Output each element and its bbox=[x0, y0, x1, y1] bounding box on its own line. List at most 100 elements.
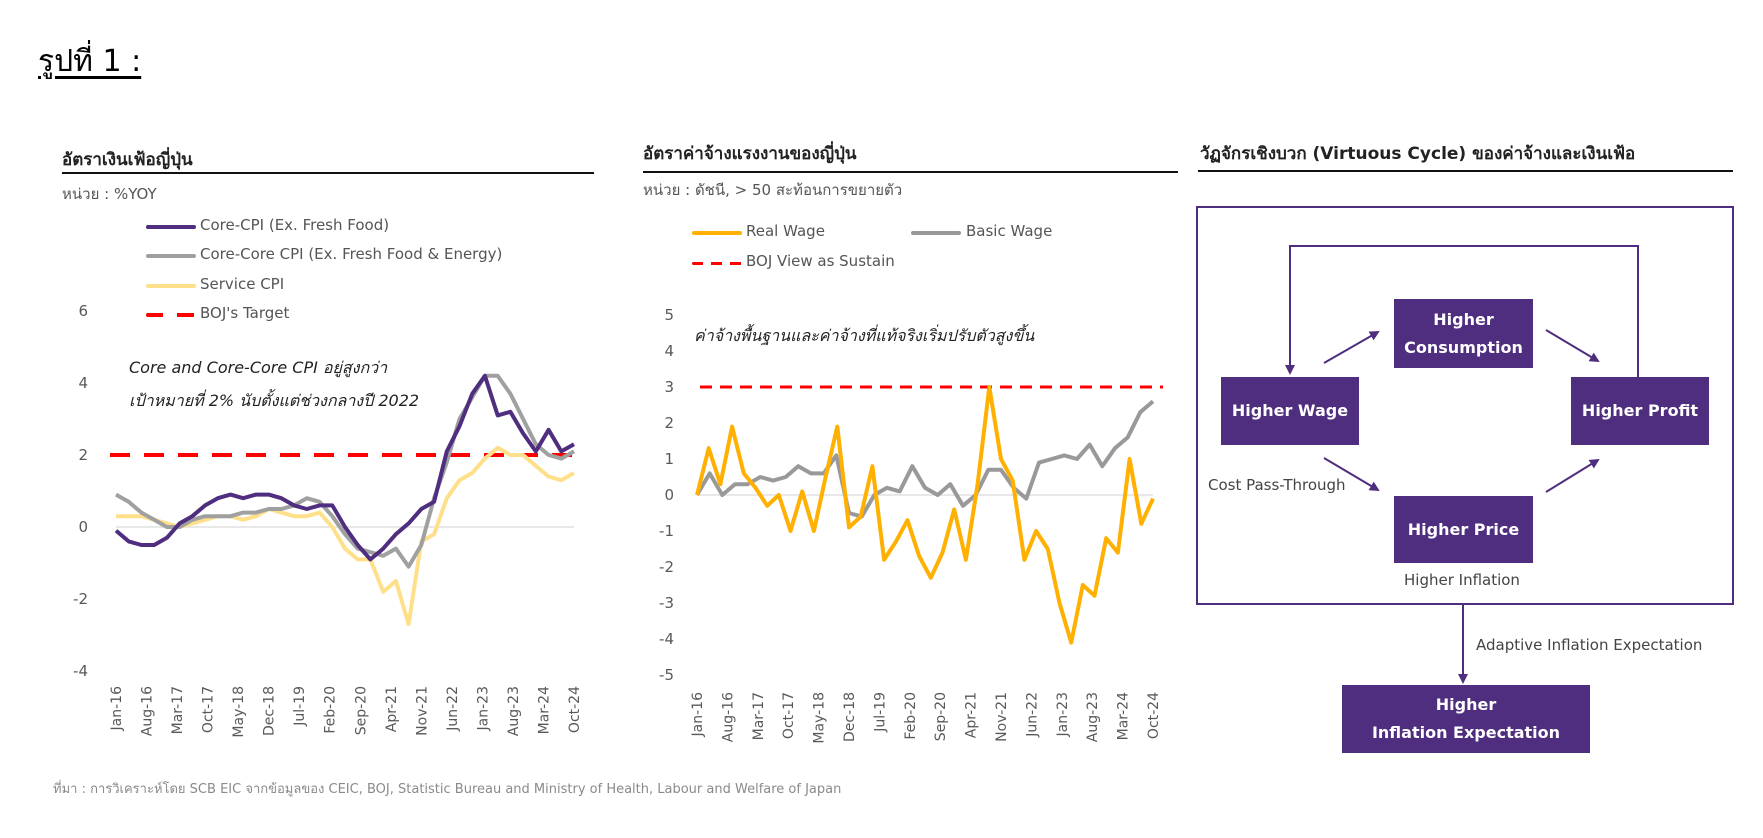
source-footer: ที่มา : การวิเคราะห์โดย SCB EIC จากข้อมู… bbox=[53, 782, 842, 797]
node-label: Consumption bbox=[1404, 337, 1523, 357]
x-tick-label: May-18 bbox=[812, 692, 828, 744]
node-label: Higher bbox=[1435, 695, 1497, 714]
x-tick-label: Nov-21 bbox=[414, 686, 430, 736]
wage-chart: -5 -4 -3 -2 -1 0 1 2 3 4 5 Jan-16 Aug-16 Mar-17 Oct-17… bbox=[659, 306, 1163, 744]
x-tick-label: May-18 bbox=[231, 686, 247, 738]
node-label: Higher bbox=[1433, 309, 1494, 329]
title-rule bbox=[1198, 170, 1733, 172]
title-rule bbox=[62, 172, 594, 174]
y-tick-label: 0 bbox=[664, 486, 674, 504]
y-tick-label: 6 bbox=[78, 302, 88, 320]
x-tick-label: Jul-19 bbox=[872, 692, 888, 733]
figure-title: รูปที่ 1 : bbox=[38, 44, 142, 79]
diagram-frame bbox=[1196, 206, 1734, 605]
series-core-cpi-ex-fresh-food- bbox=[114, 373, 575, 562]
inflation-chart-title: อัตราเงินเฟ้อญี่ปุ่น bbox=[62, 150, 193, 170]
x-tick-label: Jan-16 bbox=[690, 692, 706, 738]
loop-arrow-profit-to-wage bbox=[1285, 245, 1639, 377]
legend-swatch-core-cpi bbox=[146, 225, 196, 229]
legend-swatch-boj-target bbox=[146, 313, 196, 317]
inflation-chart: -4 -2 0 2 4 6 Jan-16 Aug-16 Mar-17 Oct-17 May-18 De… bbox=[73, 302, 584, 738]
wage-unit: หน่วย : ดัชนี, > 50 สะท้อนการขยายตัว bbox=[643, 181, 903, 199]
arrow-wage-to-price bbox=[1323, 457, 1380, 492]
node-higher-price: Higher Price bbox=[1394, 496, 1533, 563]
legend-swatch-core-core-cpi bbox=[146, 254, 196, 258]
legend-swatch-basic-wage bbox=[911, 231, 961, 235]
x-tick-label: Jan-23 bbox=[1055, 692, 1071, 737]
legend-core-cpi: Core-CPI (Ex. Fresh Food) bbox=[200, 216, 390, 234]
x-tick-label: Dec-18 bbox=[262, 686, 278, 736]
x-tick-label: Aug-16 bbox=[720, 692, 736, 742]
x-tick-label: Aug-23 bbox=[1085, 692, 1101, 742]
inflation-unit: หน่วย : %YOY bbox=[62, 185, 157, 203]
node-higher-profit: Higher Profit bbox=[1571, 377, 1709, 445]
legend-boj-target: BOJ's Target bbox=[200, 304, 290, 322]
legend-core-core-cpi: Core-Core CPI (Ex. Fresh Food & Energy) bbox=[200, 245, 503, 263]
x-tick-label: Jun-22 bbox=[445, 686, 461, 732]
y-tick-label: 2 bbox=[664, 414, 674, 432]
x-tick-label: Feb-20 bbox=[903, 692, 919, 740]
x-tick-label: Aug-23 bbox=[506, 686, 522, 736]
x-tick-label: Sep-20 bbox=[353, 686, 369, 735]
diagram-title: วัฏจักรเชิงบวก (Virtuous Cycle) ของค่าจ้… bbox=[1200, 144, 1636, 164]
legend-real-wage: Real Wage bbox=[746, 222, 825, 240]
x-tick-label: Apr-21 bbox=[964, 692, 980, 738]
y-tick-label: 3 bbox=[664, 378, 674, 396]
y-tick-label: 4 bbox=[664, 342, 674, 360]
wage-chart-title: อัตราค่าจ้างแรงงานของญี่ปุ่น bbox=[643, 144, 857, 164]
x-tick-label: Oct-24 bbox=[1146, 692, 1162, 739]
x-tick-label: Jul-19 bbox=[292, 686, 308, 727]
y-tick-label: -3 bbox=[659, 594, 674, 612]
y-tick-label: 5 bbox=[664, 306, 674, 324]
legend-swatch-real-wage bbox=[692, 231, 742, 235]
arrow-consumption-to-profit bbox=[1545, 329, 1600, 363]
x-tick-label: Jan-23 bbox=[475, 686, 491, 731]
wage-annotation: ค่าจ้างพื้นฐานและค่าจ้างที่แท้จริงเริ่มป… bbox=[694, 326, 1035, 345]
x-tick-label: Feb-20 bbox=[323, 686, 339, 734]
legend-swatch-boj-view bbox=[692, 262, 742, 265]
legend-boj-view: BOJ View as Sustain bbox=[746, 252, 895, 270]
x-tick-label: Mar-24 bbox=[536, 686, 552, 734]
arrow-wage-to-consumption bbox=[1323, 331, 1380, 364]
x-tick-label: Mar-17 bbox=[751, 692, 767, 740]
y-tick-label: -5 bbox=[659, 666, 674, 684]
series-real-wage bbox=[695, 385, 1155, 645]
node-label: Higher Price bbox=[1407, 519, 1520, 539]
x-tick-label: Jan-16 bbox=[109, 686, 125, 732]
series-service-cpi bbox=[116, 445, 575, 627]
label-cost-pass-through: Cost Pass-Through bbox=[1208, 476, 1346, 494]
y-tick-label: -1 bbox=[659, 522, 674, 540]
legend-basic-wage: Basic Wage bbox=[966, 222, 1053, 240]
y-tick-label: 1 bbox=[664, 450, 674, 468]
x-tick-label: Dec-18 bbox=[842, 692, 858, 742]
legend-service-cpi: Service CPI bbox=[200, 275, 285, 293]
x-tick-label: Oct-17 bbox=[201, 686, 217, 733]
x-tick-label: Nov-21 bbox=[994, 692, 1010, 742]
node-label: Higher Wage bbox=[1231, 401, 1349, 420]
x-tick-label: Sep-20 bbox=[933, 692, 949, 741]
series-basic-wage bbox=[695, 399, 1155, 519]
label-adaptive-expectation: Adaptive Inflation Expectation bbox=[1476, 636, 1703, 654]
y-tick-label: -2 bbox=[659, 558, 674, 576]
node-higher-wage: Higher Wage bbox=[1221, 377, 1359, 445]
y-tick-label: -4 bbox=[659, 630, 674, 648]
legend-swatch-service-cpi bbox=[146, 284, 196, 288]
inflation-annotation-line2: เป้าหมายที่ 2% นับตั้งแต่ช่วงกลางปี 2022 bbox=[129, 391, 420, 410]
cycle-diagram-lines bbox=[1196, 206, 1734, 684]
y-tick-label: 0 bbox=[78, 518, 88, 536]
x-tick-label: Apr-21 bbox=[384, 686, 400, 732]
x-tick-label: Oct-17 bbox=[781, 692, 797, 739]
x-tick-label: Oct-24 bbox=[567, 686, 583, 733]
node-label: Higher Profit bbox=[1581, 401, 1699, 420]
x-tick-label: Aug-16 bbox=[140, 686, 156, 736]
node-higher-consumption: Higher Consumption bbox=[1394, 299, 1533, 368]
inflation-annotation-line1: Core and Core-Core CPI อยู่สูงกว่า bbox=[129, 358, 388, 377]
node-higher-inflation-expectation: Higher Inflation Expectation bbox=[1342, 685, 1590, 753]
arrow-price-to-profit bbox=[1545, 458, 1600, 493]
x-tick-label: Mar-17 bbox=[170, 686, 186, 734]
series-core-core-cpi-ex-fresh-food-energy- bbox=[115, 373, 575, 569]
y-tick-label: 4 bbox=[78, 374, 88, 392]
node-label: Inflation Expectation bbox=[1371, 723, 1561, 742]
label-higher-inflation: Higher Inflation bbox=[1404, 571, 1520, 589]
